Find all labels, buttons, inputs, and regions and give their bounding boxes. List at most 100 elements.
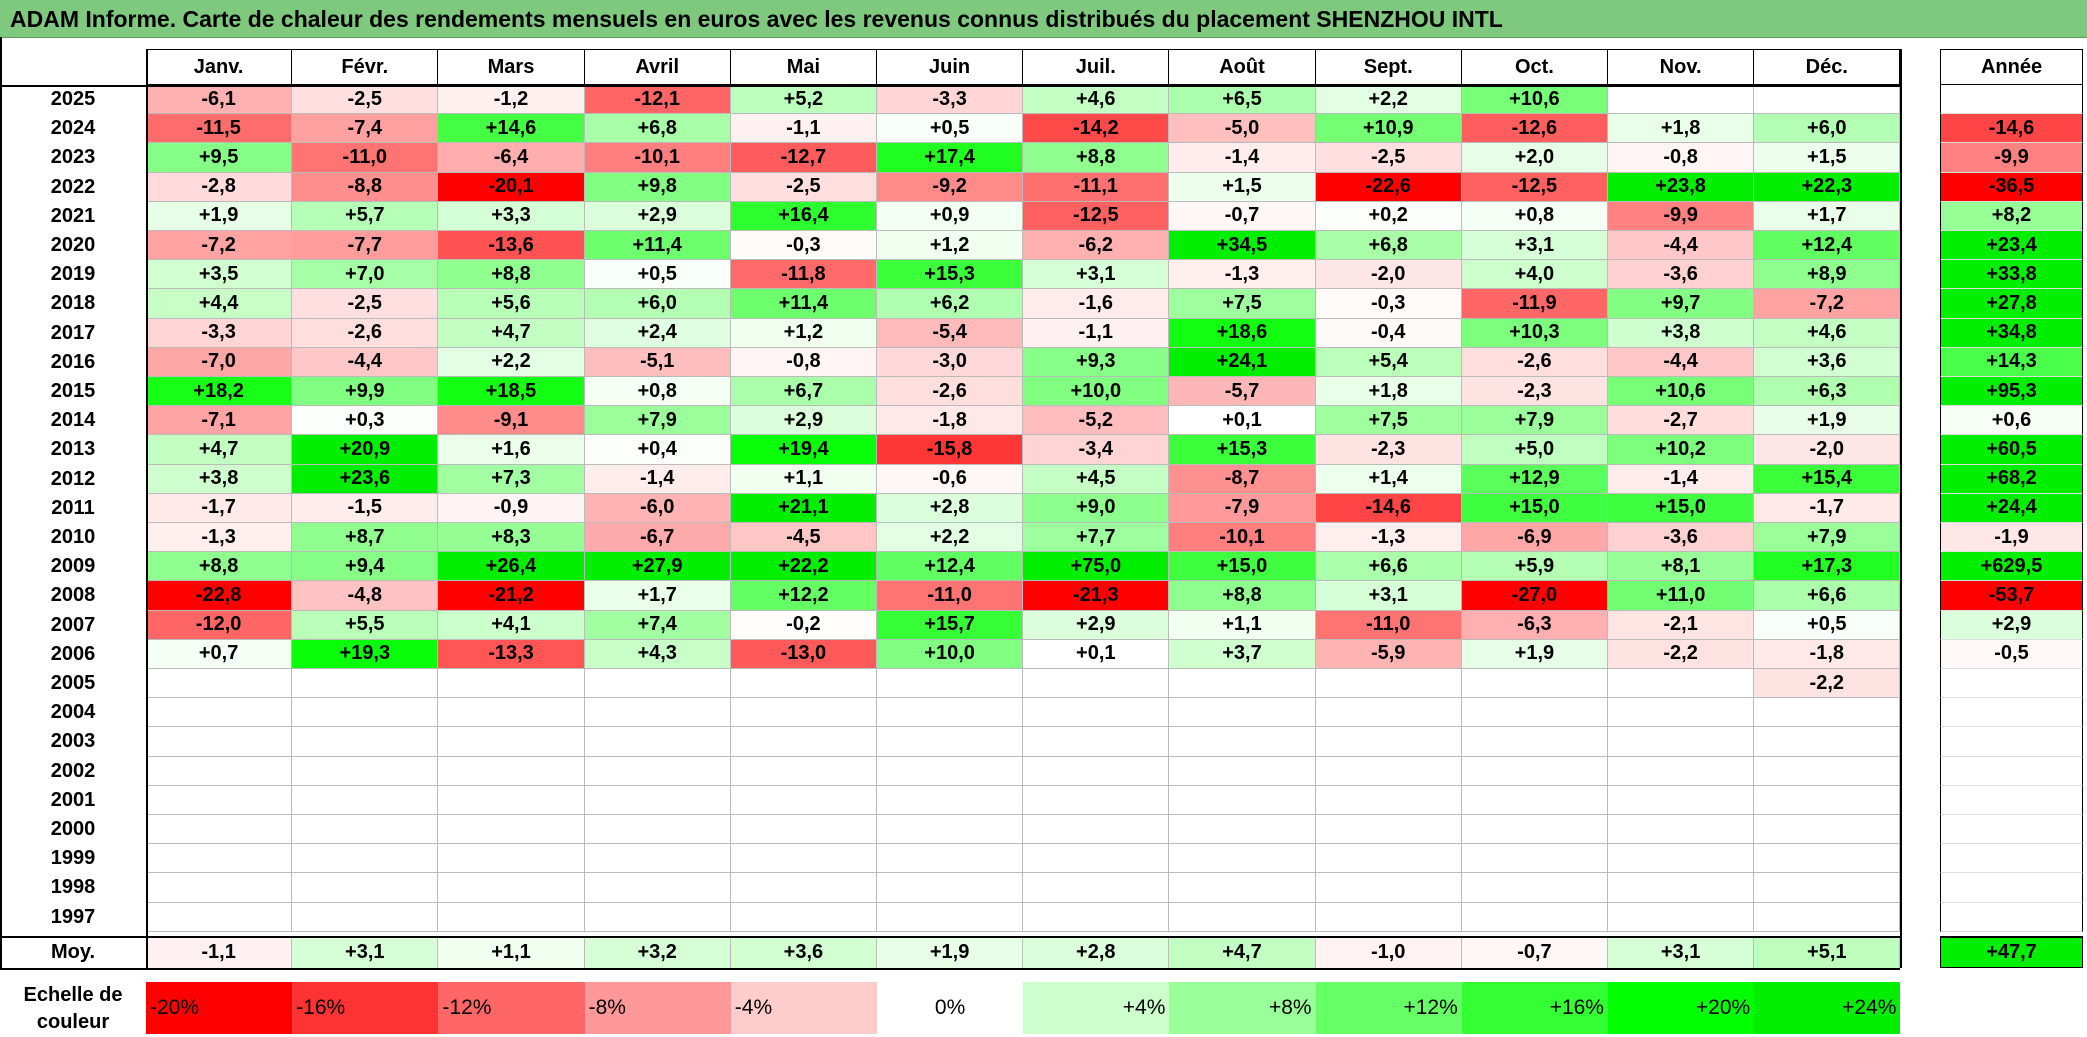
heatmap-cell: +1,9 [1754, 406, 1901, 436]
heatmap-cell: -0,4 [1315, 318, 1462, 348]
heatmap-cell: -3,3 [877, 85, 1024, 115]
heatmap-cell: +10,6 [1608, 377, 1755, 407]
annual-cell: +95,3 [1940, 377, 2083, 407]
annual-cell: +68,2 [1940, 464, 2083, 494]
color-scale-step: -8% [584, 982, 731, 1034]
heatmap-cell [438, 873, 585, 903]
heatmap-cell: -2,6 [877, 377, 1024, 407]
heatmap-cell [1608, 669, 1755, 699]
heatmap-cell: -27,0 [1461, 581, 1608, 611]
heatmap-cell: -9,1 [438, 406, 585, 436]
annual-cell: -36,5 [1940, 172, 2083, 202]
year-label: 2009 [50, 555, 96, 578]
heatmap-cell [1023, 844, 1170, 874]
average-top-rule [0, 936, 1901, 938]
heatmap-cell: +10,2 [1608, 435, 1755, 465]
heatmap-cell: +6,7 [730, 377, 877, 407]
heatmap-cell [730, 785, 877, 815]
heatmap-cell [292, 785, 439, 815]
heatmap-cell: -20,1 [438, 172, 585, 202]
month-header: Nov. [1608, 49, 1755, 85]
heatmap-cell: +20,9 [292, 435, 439, 465]
heatmap-cell [292, 815, 439, 845]
heatmap-cell [292, 902, 439, 932]
heatmap-cell: -6,0 [584, 493, 731, 523]
heatmap-cell [1315, 815, 1462, 845]
average-cell: +1,1 [438, 936, 585, 968]
heatmap-cell: -2,3 [1315, 435, 1462, 465]
average-label: Moy. [50, 940, 96, 963]
heatmap-cell: +0,4 [584, 435, 731, 465]
heatmap-cell: +19,3 [292, 639, 439, 669]
heatmap-cell [1315, 844, 1462, 874]
heatmap-cell: -1,4 [584, 464, 731, 494]
heatmap-cell: -2,5 [292, 85, 439, 115]
heatmap-cell [438, 902, 585, 932]
heatmap-cell: -3,4 [1023, 435, 1170, 465]
heatmap-cell: -0,6 [877, 464, 1024, 494]
color-scale-step: -4% [730, 982, 877, 1034]
heatmap-cell: -13,3 [438, 639, 585, 669]
heatmap-cell: +15,0 [1608, 493, 1755, 523]
heatmap-cell [1169, 785, 1316, 815]
heatmap-cell: +7,7 [1023, 523, 1170, 553]
heatmap-cell: +3,1 [1315, 581, 1462, 611]
heatmap-cell: +9,8 [584, 172, 731, 202]
heatmap-cell [730, 902, 877, 932]
heatmap-cell: +6,8 [584, 114, 731, 144]
heatmap-cell: +22,2 [730, 552, 877, 582]
heatmap-cell: +5,7 [292, 201, 439, 231]
heatmap-cell: +8,3 [438, 523, 585, 553]
heatmap-cell: -13,0 [730, 639, 877, 669]
heatmap-cell [1608, 85, 1755, 115]
heatmap-cell: +8,8 [1169, 581, 1316, 611]
heatmap-cell [584, 727, 731, 757]
heatmap-cell: +1,1 [730, 464, 877, 494]
heatmap-cell [1608, 844, 1755, 874]
heatmap-cell: +8,8 [146, 552, 293, 582]
year-label: 2025 [50, 88, 96, 111]
heatmap-cell [1608, 698, 1755, 728]
heatmap-cell [1023, 902, 1170, 932]
heatmap-cell [1169, 727, 1316, 757]
heatmap-cell [1169, 902, 1316, 932]
heatmap-cell: -6,4 [438, 143, 585, 173]
heatmap-cell: +5,9 [1461, 552, 1608, 582]
heatmap-cell: +8,1 [1608, 552, 1755, 582]
heatmap-cell: -8,8 [292, 172, 439, 202]
heatmap-cell: +6,6 [1315, 552, 1462, 582]
color-scale-step: +16% [1461, 982, 1608, 1034]
heatmap-cell [1461, 785, 1608, 815]
average-cell: -0,7 [1461, 936, 1608, 968]
heatmap-cell: +9,9 [292, 377, 439, 407]
heatmap-cell: +15,7 [877, 610, 1024, 640]
heatmap-cell: +15,4 [1754, 464, 1901, 494]
heatmap-cell [1169, 815, 1316, 845]
average-cell: +3,1 [292, 936, 439, 968]
heatmap-cell: +18,2 [146, 377, 293, 407]
heatmap-cell: -6,9 [1461, 523, 1608, 553]
heatmap-cell [584, 698, 731, 728]
heatmap-cell: -2,8 [146, 172, 293, 202]
heatmap-cell: +1,5 [1169, 172, 1316, 202]
heatmap-cell: +0,7 [146, 639, 293, 669]
annual-cell: +0,6 [1940, 406, 2083, 436]
heatmap-cell [1315, 873, 1462, 903]
heatmap-cell: +7,5 [1315, 406, 1462, 436]
heatmap-cell: +0,3 [292, 406, 439, 436]
heatmap-cell [146, 698, 293, 728]
month-header: Oct. [1461, 49, 1608, 85]
heatmap-cell: -4,5 [730, 523, 877, 553]
heatmap-cell [1023, 698, 1170, 728]
heatmap-cell: +15,3 [1169, 435, 1316, 465]
heatmap-cell: +19,4 [730, 435, 877, 465]
average-annual-cell: +47,7 [1940, 936, 2083, 968]
annual-cell: -9,9 [1940, 143, 2083, 173]
heatmap-cell: -12,5 [1461, 172, 1608, 202]
year-label: 2022 [50, 175, 96, 198]
heatmap-cell [877, 756, 1024, 786]
heatmap-cell [1754, 756, 1901, 786]
heatmap-cell [877, 727, 1024, 757]
heatmap-cell: +10,3 [1461, 318, 1608, 348]
year-label: 2016 [50, 350, 96, 373]
